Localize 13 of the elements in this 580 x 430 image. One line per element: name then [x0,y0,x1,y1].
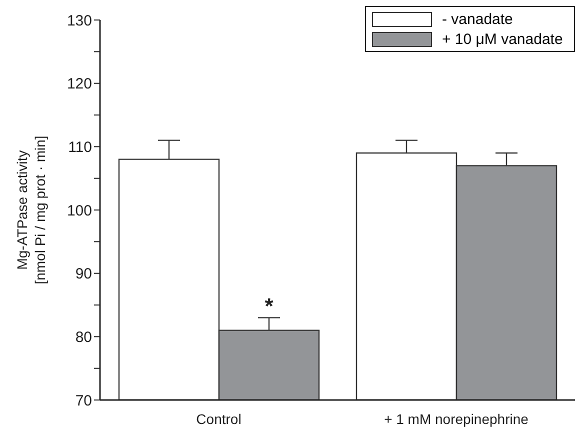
legend-label: - vanadate [442,10,513,28]
x-tick-label: + 1 mM norepinephrine [384,410,529,427]
y-tick-label: 70 [75,392,92,410]
y-tick-label: 90 [75,266,92,283]
y-tick-label: 130 [66,12,92,30]
y-axis-title: Mg-ATPase activity [nmol Pi / mg prot · min] [14,136,48,284]
y-tick-label: 80 [75,328,92,346]
annotation: * [264,294,274,319]
y-tick-label: 100 [66,202,92,220]
y-tick-label: 110 [68,138,92,156]
y-tick-label: 120 [66,76,92,93]
legend-label: + 10 μM vanadate [442,30,563,48]
x-tick-label: Control [196,410,242,427]
